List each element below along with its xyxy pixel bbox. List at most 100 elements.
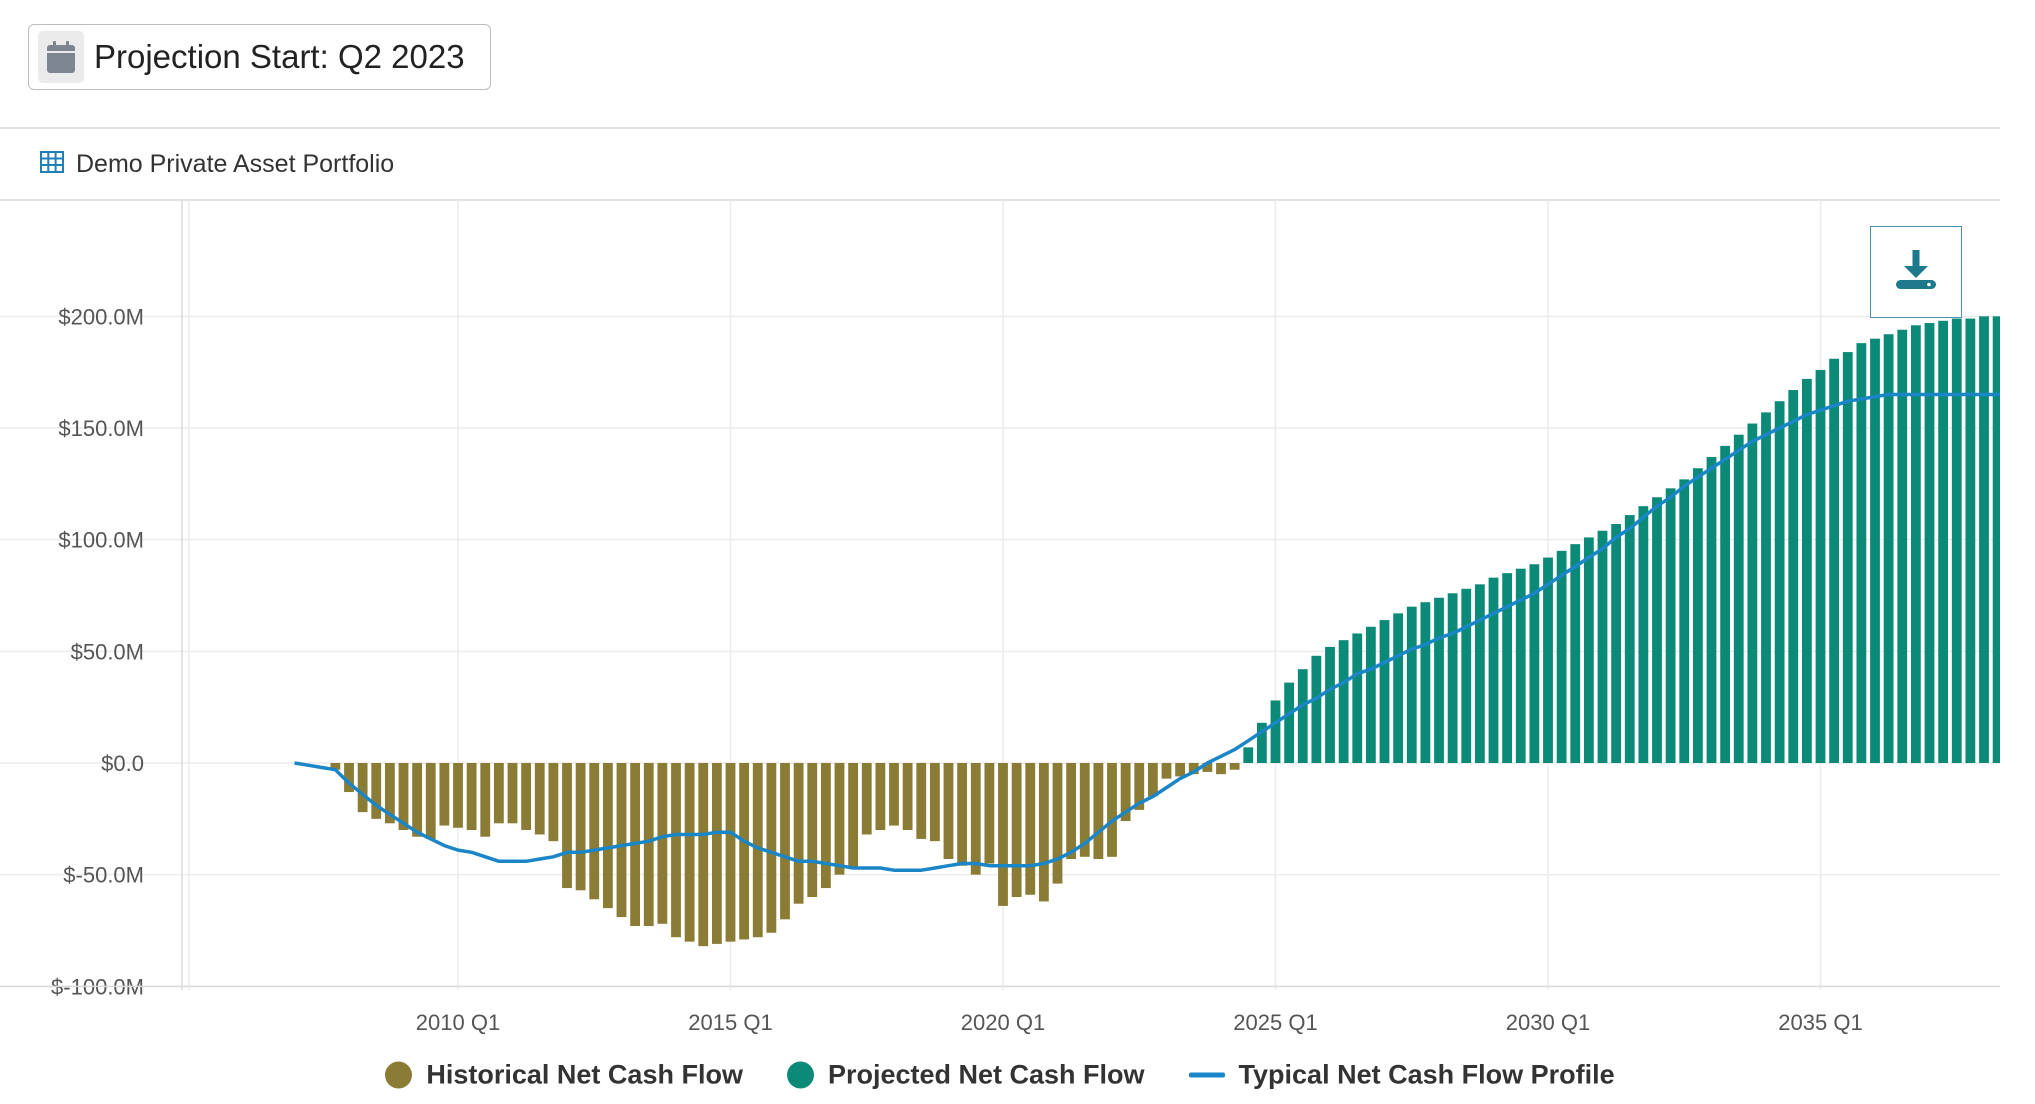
historical-bar xyxy=(752,763,763,938)
historical-bar xyxy=(1038,763,1049,902)
net-cash-flow-chart: $-100.0M$-50.0M$0.0$50.0M$100.0M$150.0M$… xyxy=(0,200,2000,1035)
historical-bar xyxy=(1025,763,1036,895)
historical-bar xyxy=(521,763,532,830)
projected-bar xyxy=(1447,593,1458,763)
projected-bar xyxy=(1515,568,1526,763)
historical-bar xyxy=(848,763,859,868)
legend-label-typical: Typical Net Cash Flow Profile xyxy=(1238,1059,1615,1090)
projected-bar xyxy=(1665,488,1676,763)
projected-bar xyxy=(1829,358,1840,763)
historical-bar xyxy=(916,763,927,839)
y-tick-label: $0.0 xyxy=(101,751,144,776)
download-icon xyxy=(1893,247,1939,298)
projected-bar xyxy=(1393,613,1404,763)
historical-bar xyxy=(371,763,382,819)
historical-bar xyxy=(807,763,818,897)
historical-bar xyxy=(1107,763,1117,857)
projected-bar xyxy=(1951,318,1962,763)
projected-bar xyxy=(1992,316,2000,763)
historical-bar xyxy=(384,763,395,824)
projected-bar xyxy=(1325,646,1335,763)
historical-bar xyxy=(439,763,450,826)
projected-bar xyxy=(1338,640,1349,763)
projected-bar xyxy=(1897,329,1908,763)
projected-bar xyxy=(1556,550,1567,763)
historical-bar xyxy=(1216,763,1226,775)
legend-item-projected[interactable]: Projected Net Cash Flow xyxy=(786,1060,1145,1091)
historical-bar xyxy=(1175,763,1186,777)
y-tick-label: $-50.0M xyxy=(63,863,144,888)
projected-bar xyxy=(1979,316,1989,763)
projection-start-button[interactable]: Projection Start: Q2 2023 xyxy=(28,24,491,90)
historical-bar xyxy=(344,763,354,793)
projected-bar xyxy=(1720,445,1731,763)
projected-bar xyxy=(1502,573,1513,763)
y-tick-label: $100.0M xyxy=(58,528,144,553)
historical-bar xyxy=(739,763,750,940)
historical-bar xyxy=(943,763,954,860)
download-button[interactable] xyxy=(1870,226,1962,318)
historical-bar xyxy=(671,763,681,938)
x-tick-label: 2015 Q1 xyxy=(688,1010,772,1035)
legend-marker-typical xyxy=(1188,1072,1225,1078)
historical-bar xyxy=(575,763,586,891)
historical-bar xyxy=(507,763,518,824)
projected-bar xyxy=(1842,352,1853,763)
portfolio-name: Demo Private Asset Portfolio xyxy=(76,150,395,178)
historical-bar xyxy=(602,763,613,909)
projected-bar xyxy=(1706,457,1717,763)
projected-bar xyxy=(1788,390,1799,763)
historical-bar xyxy=(1188,763,1199,775)
projected-bar xyxy=(1529,564,1540,763)
historical-bar xyxy=(1147,763,1158,797)
historical-bar xyxy=(929,763,940,842)
projected-bar xyxy=(1870,338,1880,763)
projected-bar xyxy=(1420,602,1431,763)
legend-label-historical: Historical Net Cash Flow xyxy=(426,1059,743,1090)
projected-bar xyxy=(1270,700,1281,763)
portfolio-divider xyxy=(0,199,2000,201)
historical-bar xyxy=(1161,763,1172,779)
projected-bar xyxy=(1284,682,1295,763)
x-tick-label: 2035 Q1 xyxy=(1778,1010,1862,1035)
historical-bar xyxy=(889,763,899,826)
historical-bar xyxy=(1011,763,1022,897)
historical-bar xyxy=(780,763,790,920)
projected-bar xyxy=(1733,434,1744,763)
legend-marker-projected xyxy=(786,1061,814,1089)
historical-bar xyxy=(548,763,559,842)
legend-item-historical[interactable]: Historical Net Cash Flow xyxy=(385,1060,743,1091)
y-tick-label: $150.0M xyxy=(58,416,144,441)
historical-bar xyxy=(493,763,504,824)
x-tick-label: 2020 Q1 xyxy=(961,1010,1045,1035)
projected-bar xyxy=(1679,479,1690,763)
historical-bar xyxy=(1079,763,1090,857)
projected-bar xyxy=(1461,588,1472,763)
historical-bar xyxy=(984,763,995,864)
historical-bar xyxy=(398,763,409,830)
projected-bar xyxy=(1801,378,1812,763)
projected-bar xyxy=(1638,506,1649,763)
historical-bar xyxy=(562,763,572,889)
y-tick-label: $50.0M xyxy=(71,639,144,664)
projected-bar xyxy=(1747,423,1758,763)
projected-bar xyxy=(1815,369,1826,763)
top-divider xyxy=(0,127,2000,129)
historical-bar xyxy=(820,763,831,889)
y-tick-label: $200.0M xyxy=(58,304,144,329)
historical-bar xyxy=(1093,763,1104,860)
projected-bar xyxy=(1352,633,1363,763)
historical-bar xyxy=(616,763,627,918)
projected-bar xyxy=(1256,722,1267,763)
historical-bar xyxy=(1120,763,1131,822)
x-tick-label: 2010 Q1 xyxy=(416,1010,500,1035)
historical-bar xyxy=(698,763,709,947)
projected-bar xyxy=(1488,577,1499,763)
historical-bar xyxy=(466,763,477,830)
legend-item-typical[interactable]: Typical Net Cash Flow Profile xyxy=(1188,1059,1615,1091)
historical-bar xyxy=(357,763,368,813)
historical-bar xyxy=(1066,763,1077,860)
projected-bar xyxy=(1652,497,1662,763)
projection-start-label: Projection Start: Q2 2023 xyxy=(94,38,465,75)
projected-bar xyxy=(1938,320,1949,763)
